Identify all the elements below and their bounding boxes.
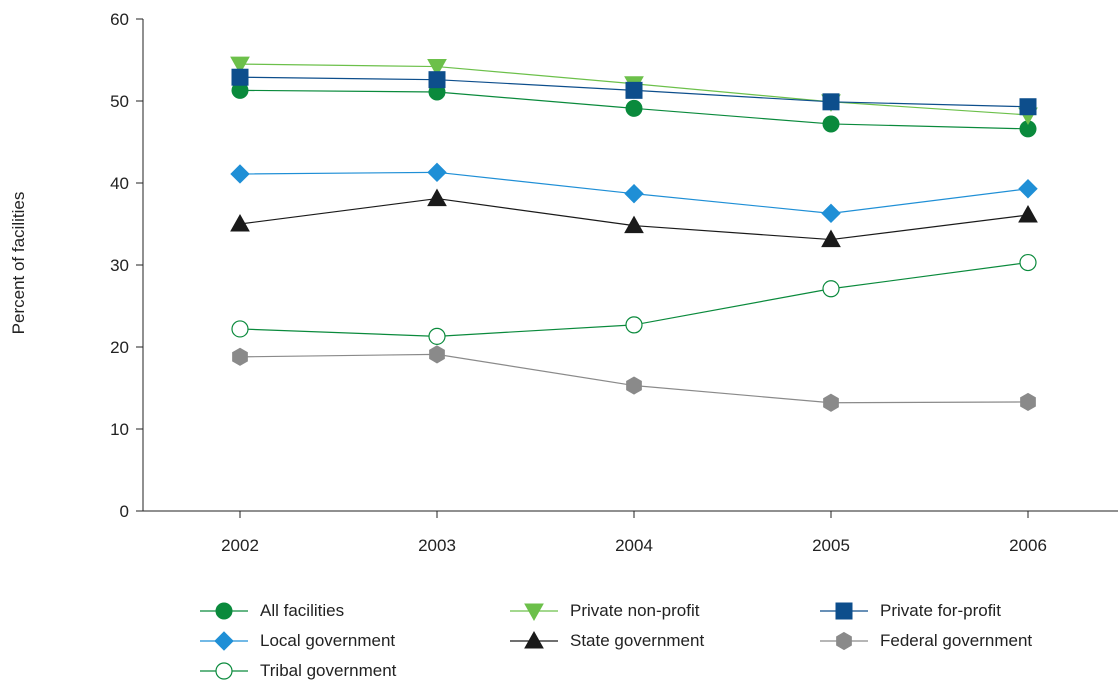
x-tick-label: 2006 [1009,536,1047,555]
legend-item: State government [508,628,704,654]
data-point [822,280,840,298]
legend-marker [524,630,544,649]
line-chart: 0 10 20 30 40 50 60 2002 2003 2004 2005 2006 Percen… [9,10,1118,555]
legend-item: Local government [198,628,395,654]
data-point [428,71,446,89]
legend-marker [214,631,234,651]
axes: 0 10 20 30 40 50 60 2002 2003 2004 2005 2006 [110,10,1118,555]
legend-label: Federal government [880,631,1033,650]
legend-item: Private for-profit [818,598,1001,624]
data-point [1019,98,1037,116]
legend-marker [215,662,233,680]
y-tick-label: 30 [110,256,129,275]
y-tick-label: 60 [110,10,129,29]
data-point [625,81,643,99]
x-tick-label: 2004 [615,536,653,555]
x-tick-label: 2003 [418,536,456,555]
data-point [427,162,447,183]
data-point [821,203,841,224]
series-tribal-government [231,253,1037,345]
data-point [823,393,839,412]
series-federal-government [232,345,1036,412]
legend-item: All facilities [198,598,344,624]
data-point [624,183,644,204]
legend-label: State government [570,631,705,650]
data-point [429,345,445,364]
legend-marker [835,602,853,620]
data-point [427,188,447,207]
legend-swatch [510,630,558,649]
legend-marker [836,631,852,651]
y-tick-label: 20 [110,338,129,357]
data-point [625,316,643,334]
legend-swatch [820,602,868,620]
legend-swatch [200,631,248,651]
data-point [1019,253,1037,272]
data-point [231,68,249,86]
legend-item: Private non-profit [508,598,699,624]
data-point [230,164,250,184]
data-point [1018,204,1038,223]
legend-marker [215,602,233,620]
legend-label: All facilities [260,601,345,620]
legend-label: Local government [260,631,396,650]
series-all-facilities [231,81,1037,138]
legend-item: Federal government [818,628,1032,654]
data-point [1020,392,1036,412]
data-point [230,213,250,232]
data-point [230,56,250,75]
data-point [821,229,841,248]
y-tick-label: 50 [110,92,129,111]
legend-label: Tribal government [260,661,397,680]
series-state-government [230,188,1038,248]
data-point [624,215,644,234]
data-point [822,115,840,133]
data-point [232,347,248,366]
data-point [428,327,446,345]
data-point [1018,179,1038,199]
legend-label: Private for-profit [880,601,1001,620]
y-tick-label: 10 [110,420,129,439]
series-private-for-profit [231,68,1037,116]
legend-swatch [820,631,868,651]
data-point [625,99,643,117]
data-point [427,59,447,77]
legend-swatch [510,603,558,622]
y-tick-label: 40 [110,174,129,193]
y-tick-label: 0 [120,502,129,521]
x-tick-label: 2002 [221,536,259,555]
legend-swatch [200,662,248,680]
y-axis-title: Percent of facilities [9,192,28,335]
series-layer [230,56,1038,412]
x-tick-label: 2005 [812,536,850,555]
data-point [626,376,642,395]
legend-swatch [200,602,248,620]
data-point [231,320,249,338]
legend-item: Tribal government [198,658,396,684]
data-point [822,93,840,111]
legend-marker [524,603,544,622]
series-local-government [230,162,1038,224]
legend-label: Private non-profit [570,601,700,620]
